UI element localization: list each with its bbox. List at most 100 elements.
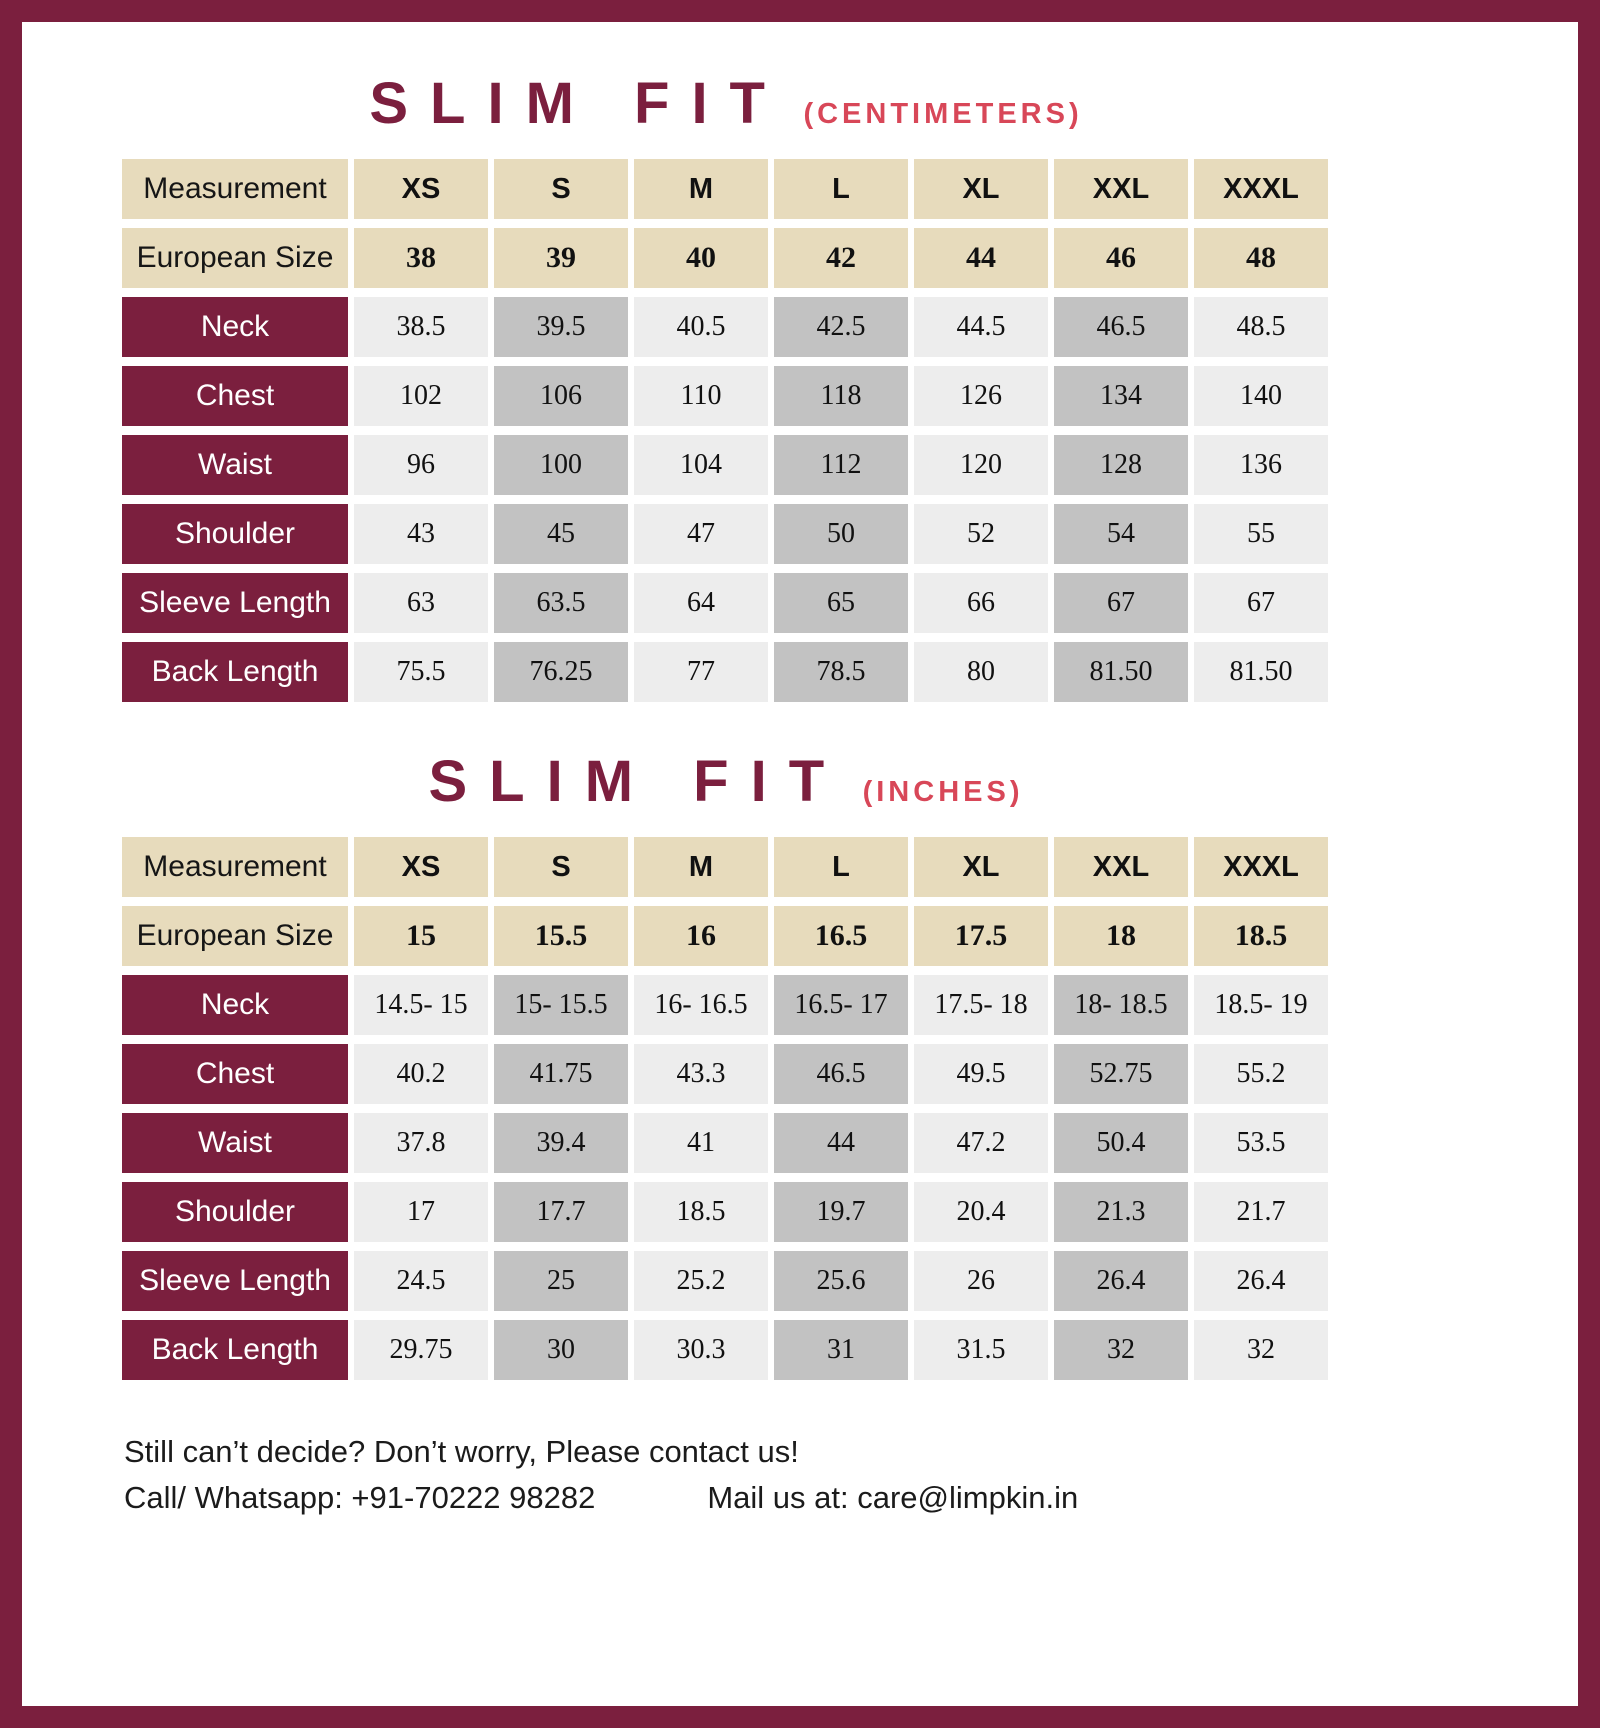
- size-table-centimeters: Measurement XS S M L XL XXL XXXL European Size 38…: [122, 159, 1578, 702]
- measurement-value-cell: 24.5: [354, 1251, 488, 1311]
- measurement-value-cell: 25: [494, 1251, 628, 1311]
- measurement-value-cell: 80: [914, 642, 1048, 702]
- measurement-value-cell: 21.7: [1194, 1182, 1328, 1242]
- size-header-cell: M: [634, 159, 768, 219]
- title-slim-fit-inches: SLIM FIT: [428, 749, 847, 814]
- european-size-value-cell: 38: [354, 228, 488, 288]
- measurement-row-label-cell: Waist: [122, 435, 348, 495]
- measurement-value-cell: 16.5- 17: [774, 975, 908, 1035]
- measurement-row-label-cell: Neck: [122, 975, 348, 1035]
- measurement-value-cell: 18.5: [634, 1182, 768, 1242]
- measurement-value-cell: 63: [354, 573, 488, 633]
- measurement-value-cell: 110: [634, 366, 768, 426]
- measurement-value-cell: 43: [354, 504, 488, 564]
- footer-contact-row: Call/ Whatsapp: +91-70222 98282 Mail us …: [124, 1480, 1578, 1516]
- measurement-value-cell: 44.5: [914, 297, 1048, 357]
- size-header-cell: XL: [914, 159, 1048, 219]
- footer: Still can’t decide? Don’t worry, Please …: [124, 1434, 1578, 1516]
- measurement-value-cell: 128: [1054, 435, 1188, 495]
- european-size-label-cell: European Size: [122, 228, 348, 288]
- measurement-value-cell: 30.3: [634, 1320, 768, 1380]
- european-size-value-cell: 16.5: [774, 906, 908, 966]
- measurement-value-cell: 102: [354, 366, 488, 426]
- measurement-value-cell: 81.50: [1194, 642, 1328, 702]
- measurement-value-cell: 21.3: [1054, 1182, 1188, 1242]
- size-header-cell: M: [634, 837, 768, 897]
- measurement-value-cell: 39.5: [494, 297, 628, 357]
- measurement-value-cell: 136: [1194, 435, 1328, 495]
- measurement-header-cell: Measurement: [122, 837, 348, 897]
- measurement-value-cell: 26: [914, 1251, 1048, 1311]
- measurement-value-cell: 20.4: [914, 1182, 1048, 1242]
- measurement-value-cell: 47.2: [914, 1113, 1048, 1173]
- measurement-value-cell: 118: [774, 366, 908, 426]
- section-title-centimeters: SLIM FIT (CENTIMETERS): [122, 70, 1330, 137]
- measurement-value-cell: 52: [914, 504, 1048, 564]
- measurement-value-cell: 39.4: [494, 1113, 628, 1173]
- measurement-value-cell: 25.6: [774, 1251, 908, 1311]
- measurement-value-cell: 46.5: [774, 1044, 908, 1104]
- european-size-value-cell: 18.5: [1194, 906, 1328, 966]
- measurement-value-cell: 50.4: [1054, 1113, 1188, 1173]
- measurement-row-label-cell: Shoulder: [122, 504, 348, 564]
- measurement-value-cell: 112: [774, 435, 908, 495]
- measurement-value-cell: 16- 16.5: [634, 975, 768, 1035]
- size-header-cell: XXXL: [1194, 837, 1328, 897]
- measurement-value-cell: 26.4: [1194, 1251, 1328, 1311]
- measurement-value-cell: 55: [1194, 504, 1328, 564]
- measurement-value-cell: 53.5: [1194, 1113, 1328, 1173]
- measurement-value-cell: 29.75: [354, 1320, 488, 1380]
- measurement-value-cell: 40.5: [634, 297, 768, 357]
- measurement-value-cell: 134: [1054, 366, 1188, 426]
- measurement-value-cell: 17.7: [494, 1182, 628, 1242]
- measurement-value-cell: 38.5: [354, 297, 488, 357]
- measurement-row-label-cell: Neck: [122, 297, 348, 357]
- measurement-row-label-cell: Chest: [122, 1044, 348, 1104]
- european-size-value-cell: 42: [774, 228, 908, 288]
- measurement-value-cell: 31.5: [914, 1320, 1048, 1380]
- measurement-value-cell: 32: [1194, 1320, 1328, 1380]
- measurement-row-label-cell: Waist: [122, 1113, 348, 1173]
- measurement-value-cell: 43.3: [634, 1044, 768, 1104]
- european-size-value-cell: 15: [354, 906, 488, 966]
- measurement-row-label-cell: Sleeve Length: [122, 573, 348, 633]
- european-size-label-cell: European Size: [122, 906, 348, 966]
- measurement-value-cell: 65: [774, 573, 908, 633]
- european-size-value-cell: 15.5: [494, 906, 628, 966]
- measurement-value-cell: 48.5: [1194, 297, 1328, 357]
- title-unit-centimeters: (CENTIMETERS): [803, 98, 1083, 130]
- measurement-value-cell: 50: [774, 504, 908, 564]
- european-size-value-cell: 40: [634, 228, 768, 288]
- measurement-value-cell: 104: [634, 435, 768, 495]
- title-unit-inches: (INCHES): [862, 776, 1024, 808]
- measurement-value-cell: 45: [494, 504, 628, 564]
- measurement-value-cell: 18.5- 19: [1194, 975, 1328, 1035]
- measurement-value-cell: 41: [634, 1113, 768, 1173]
- size-header-cell: S: [494, 159, 628, 219]
- measurement-value-cell: 140: [1194, 366, 1328, 426]
- footer-help-text: Still can’t decide? Don’t worry, Please …: [124, 1434, 799, 1469]
- measurement-value-cell: 126: [914, 366, 1048, 426]
- size-header-cell: XXL: [1054, 159, 1188, 219]
- measurement-value-cell: 37.8: [354, 1113, 488, 1173]
- european-size-value-cell: 18: [1054, 906, 1188, 966]
- footer-phone: Call/ Whatsapp: +91-70222 98282: [124, 1480, 596, 1515]
- measurement-value-cell: 66: [914, 573, 1048, 633]
- measurement-value-cell: 67: [1054, 573, 1188, 633]
- european-size-value-cell: 39: [494, 228, 628, 288]
- measurement-value-cell: 67: [1194, 573, 1328, 633]
- size-header-cell: XS: [354, 837, 488, 897]
- size-header-cell: XL: [914, 837, 1048, 897]
- measurement-row-label-cell: Sleeve Length: [122, 1251, 348, 1311]
- measurement-value-cell: 96: [354, 435, 488, 495]
- size-header-cell: XXL: [1054, 837, 1188, 897]
- measurement-row-label-cell: Back Length: [122, 1320, 348, 1380]
- measurement-value-cell: 120: [914, 435, 1048, 495]
- measurement-value-cell: 15- 15.5: [494, 975, 628, 1035]
- measurement-value-cell: 18- 18.5: [1054, 975, 1188, 1035]
- measurement-value-cell: 25.2: [634, 1251, 768, 1311]
- european-size-value-cell: 44: [914, 228, 1048, 288]
- size-header-cell: S: [494, 837, 628, 897]
- measurement-value-cell: 47: [634, 504, 768, 564]
